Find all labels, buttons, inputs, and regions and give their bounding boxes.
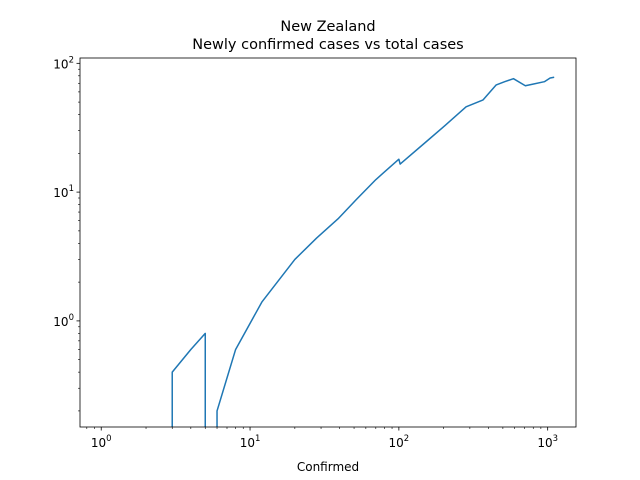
x-tick-label: 101 xyxy=(240,434,261,450)
plot-line-group xyxy=(171,76,555,427)
x-axis-label: Confirmed xyxy=(297,460,359,474)
x-axis-ticks: 100 101 102 103 xyxy=(86,427,558,450)
x-tick-label: 102 xyxy=(389,434,410,450)
x-tick-label: 103 xyxy=(537,434,558,450)
series-line-segment xyxy=(171,332,206,427)
y-tick-label: 101 xyxy=(53,184,74,200)
series-line-segment xyxy=(216,76,555,427)
y-tick-label: 102 xyxy=(53,55,74,71)
plot-frame xyxy=(79,57,577,428)
chart-title: New Zealand xyxy=(280,19,375,35)
x-tick-label: 100 xyxy=(91,434,112,450)
chart-subtitle: Newly confirmed cases vs total cases xyxy=(192,37,463,53)
y-tick-label: 100 xyxy=(53,313,74,329)
y-axis-ticks: 100 101 102 xyxy=(53,55,80,412)
